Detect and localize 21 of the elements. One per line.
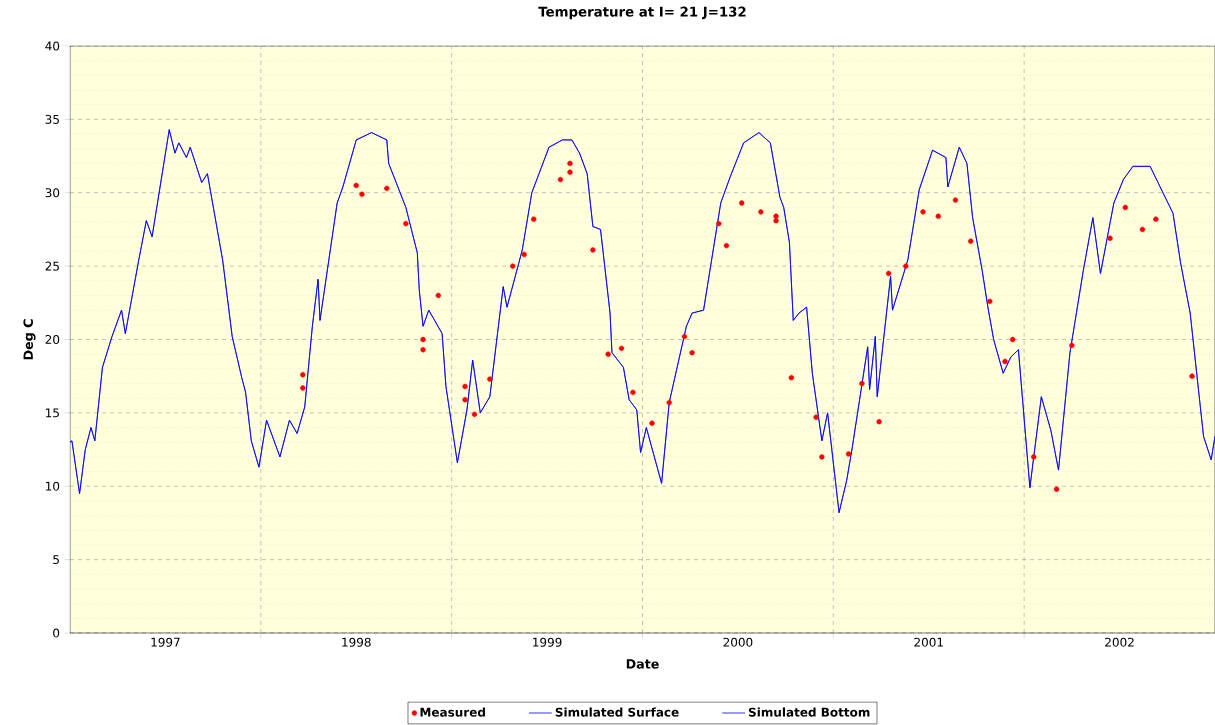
y-tick-label: 25: [45, 261, 59, 271]
y-tick-label: 15: [46, 408, 59, 418]
y-axis-title: Deg C: [23, 319, 36, 360]
x-tick-label: 2002: [1105, 637, 1134, 647]
legend-label: Simulated Bottom: [748, 707, 870, 717]
chart-title: Temperature at I= 21 J=132: [538, 6, 746, 20]
legend-label: Measured: [420, 707, 485, 717]
y-tick-label: 20: [45, 334, 60, 345]
y-tick-label: 0: [53, 628, 60, 638]
y-tick-label: 10: [46, 481, 60, 491]
y-tick-label: 35: [45, 114, 59, 124]
x-tick-label: 1998: [342, 637, 371, 647]
x-axis-title: Date: [626, 659, 659, 669]
y-tick-label: 40: [45, 41, 60, 51]
y-tick-label: 5: [53, 555, 59, 565]
x-tick-label: 1997: [151, 637, 180, 647]
x-tick-label: 2000: [723, 637, 753, 647]
x-tick-label: 1999: [533, 637, 562, 647]
y-tick-label: 30: [45, 188, 60, 198]
legend-label: Simulated Surface: [555, 707, 679, 717]
x-tick-label: 2001: [914, 637, 943, 647]
